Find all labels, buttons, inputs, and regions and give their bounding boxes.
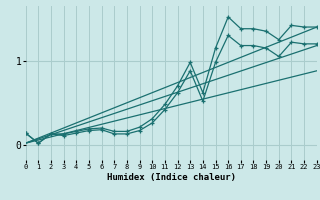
X-axis label: Humidex (Indice chaleur): Humidex (Indice chaleur) bbox=[107, 173, 236, 182]
